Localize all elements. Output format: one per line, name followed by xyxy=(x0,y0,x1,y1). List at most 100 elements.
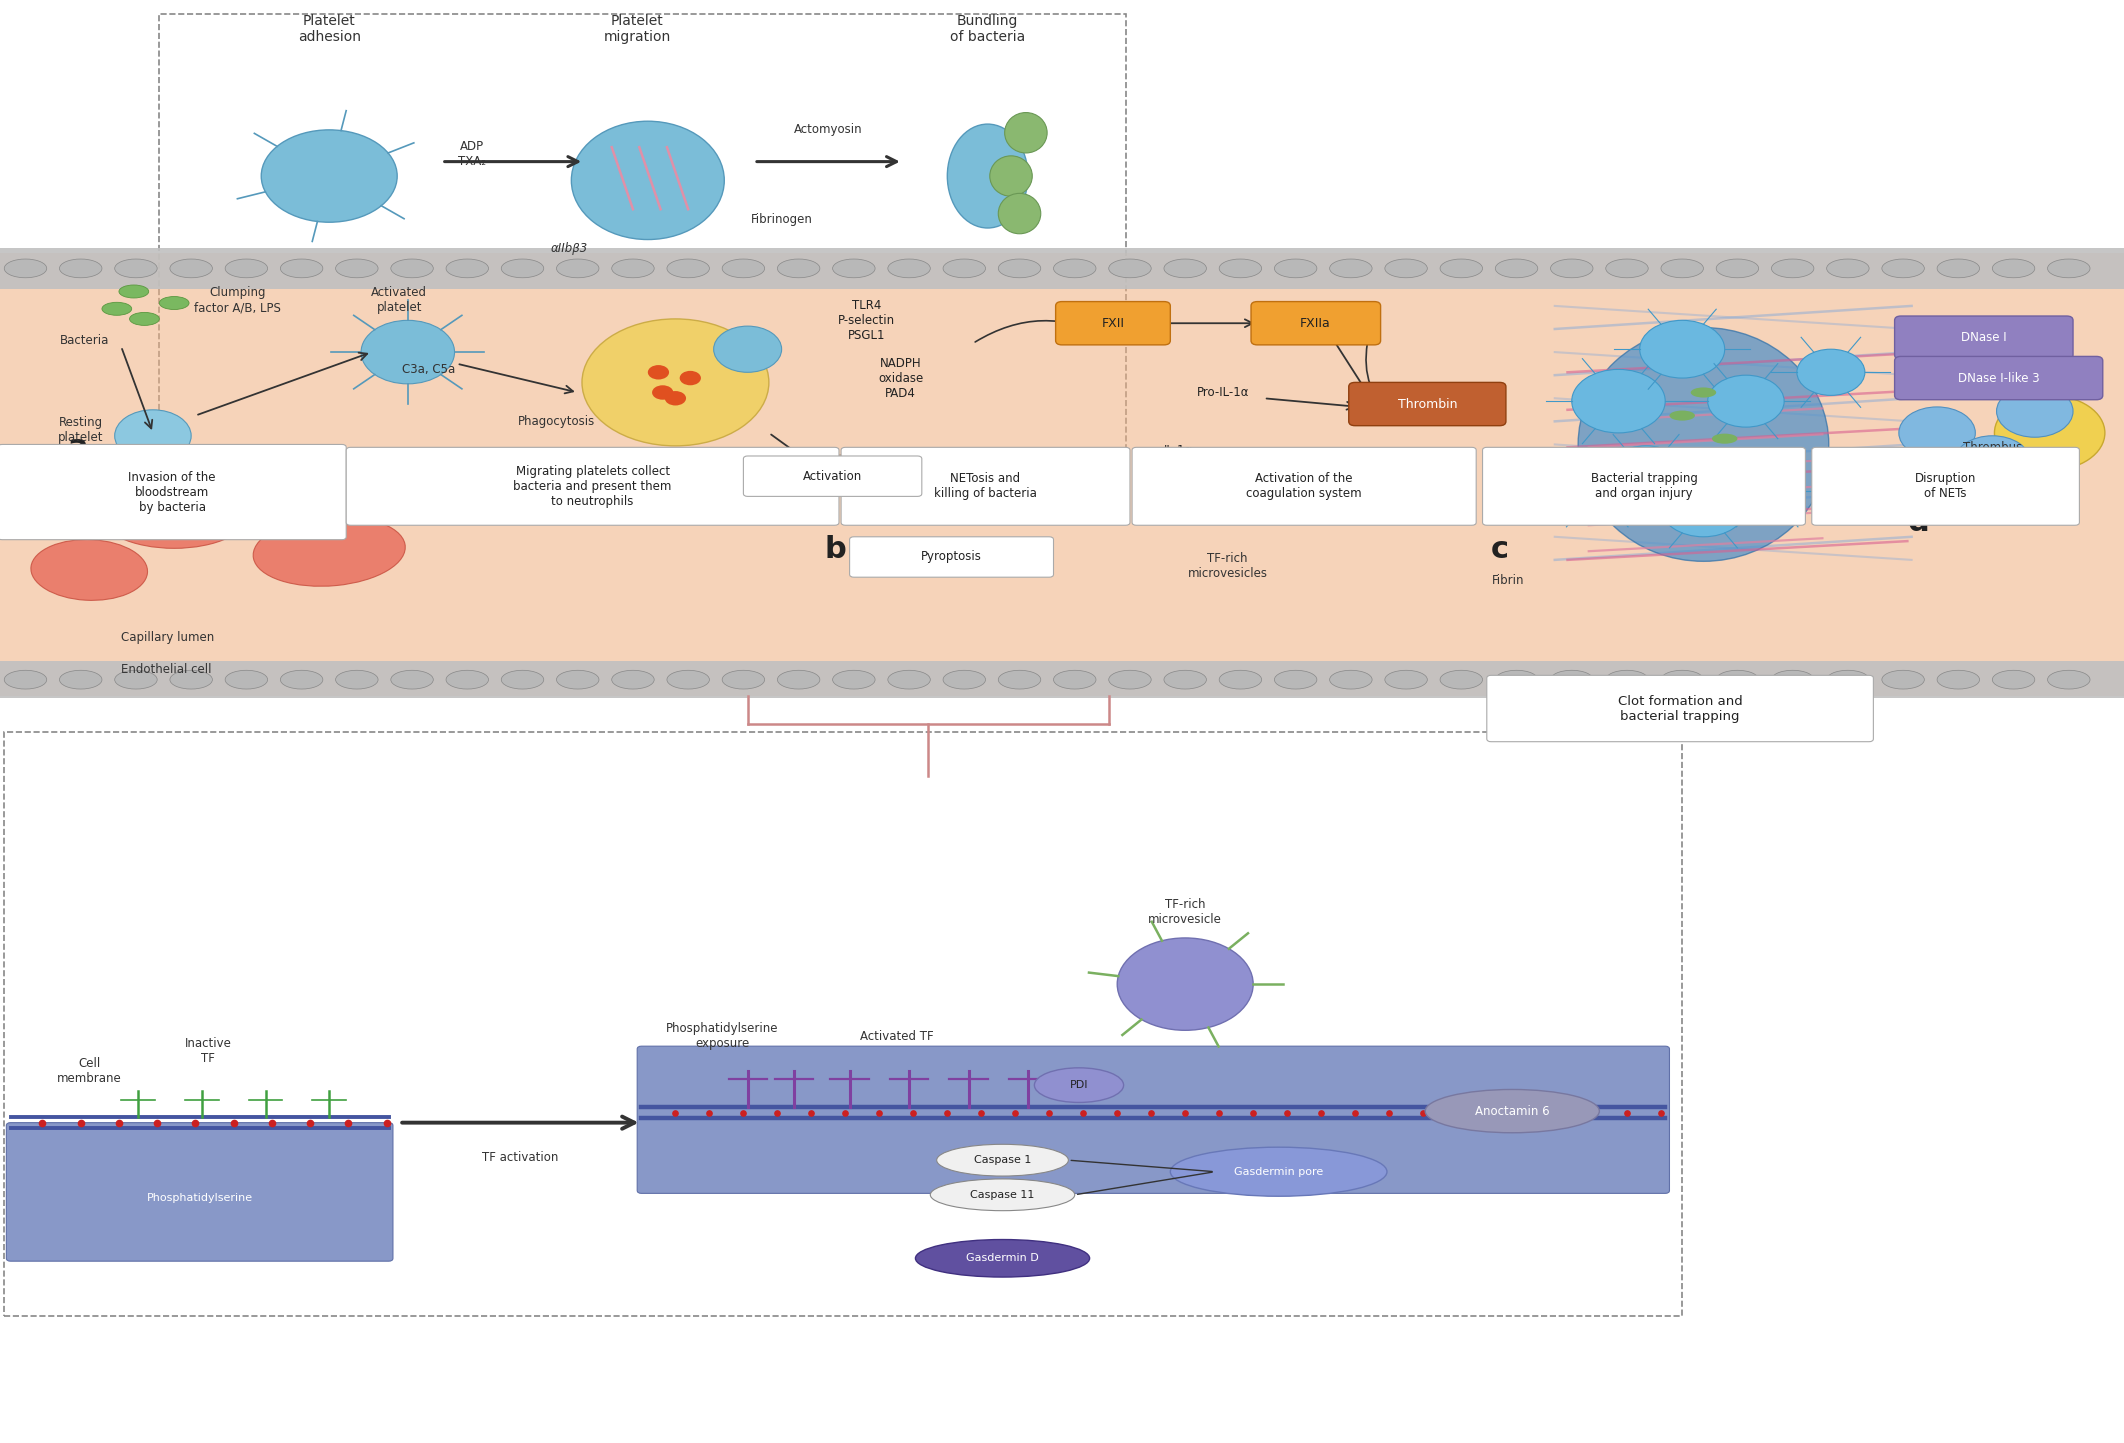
FancyBboxPatch shape xyxy=(1251,302,1381,345)
Ellipse shape xyxy=(1551,260,1593,278)
Ellipse shape xyxy=(990,156,1032,196)
Text: TLR4
P-selectin
PSGL1: TLR4 P-selectin PSGL1 xyxy=(839,299,894,342)
Text: NETosis and
killing of bacteria: NETosis and killing of bacteria xyxy=(935,472,1037,501)
Ellipse shape xyxy=(336,260,378,278)
Ellipse shape xyxy=(1109,670,1151,688)
Ellipse shape xyxy=(1034,1068,1124,1102)
Circle shape xyxy=(1994,395,2105,470)
Text: DNase I-like 3: DNase I-like 3 xyxy=(1958,371,2039,385)
Ellipse shape xyxy=(1937,260,1980,278)
Text: TF-rich
microvesicle: TF-rich microvesicle xyxy=(1149,898,1221,926)
Circle shape xyxy=(1708,375,1784,427)
Ellipse shape xyxy=(722,260,765,278)
Text: Phagocytosis: Phagocytosis xyxy=(518,414,595,429)
Text: Activated TF: Activated TF xyxy=(860,1029,932,1043)
Text: ADP
TXA₂: ADP TXA₂ xyxy=(457,140,486,169)
Text: c: c xyxy=(1491,535,1508,564)
Text: FXIIa: FXIIa xyxy=(1300,316,1330,330)
Ellipse shape xyxy=(833,670,875,688)
Ellipse shape xyxy=(225,670,268,688)
Ellipse shape xyxy=(130,313,159,326)
Ellipse shape xyxy=(1219,260,1262,278)
Text: Fibrin: Fibrin xyxy=(1491,573,1525,587)
Ellipse shape xyxy=(777,260,820,278)
Ellipse shape xyxy=(98,476,251,548)
Circle shape xyxy=(1661,479,1746,537)
Text: Migrating platelets collect
bacteria and present them
to neutrophils: Migrating platelets collect bacteria and… xyxy=(514,465,671,508)
Ellipse shape xyxy=(943,670,986,688)
Ellipse shape xyxy=(102,302,132,315)
Circle shape xyxy=(1640,320,1725,378)
Text: d: d xyxy=(1907,508,1929,537)
Bar xyxy=(4,732,1682,1316)
Ellipse shape xyxy=(1109,260,1151,278)
Ellipse shape xyxy=(1054,670,1096,688)
Circle shape xyxy=(648,365,669,380)
Ellipse shape xyxy=(556,260,599,278)
Text: Platelet
migration: Platelet migration xyxy=(603,14,671,43)
Ellipse shape xyxy=(1882,260,1924,278)
Ellipse shape xyxy=(1882,670,1924,688)
Ellipse shape xyxy=(888,670,930,688)
Ellipse shape xyxy=(2048,670,2090,688)
FancyBboxPatch shape xyxy=(1132,447,1476,525)
Ellipse shape xyxy=(1495,260,1538,278)
Text: Gasdermin pore: Gasdermin pore xyxy=(1234,1167,1323,1176)
Text: Disruption
of NETs: Disruption of NETs xyxy=(1916,472,1975,501)
Text: αIIbβ3: αIIbβ3 xyxy=(550,241,588,255)
Text: Resting
platelet: Resting platelet xyxy=(57,416,104,444)
Ellipse shape xyxy=(501,260,544,278)
Ellipse shape xyxy=(336,670,378,688)
Ellipse shape xyxy=(1771,670,1814,688)
Text: Activation of the
coagulation system: Activation of the coagulation system xyxy=(1247,472,1361,501)
Text: Thrombin: Thrombin xyxy=(1398,397,1457,411)
Ellipse shape xyxy=(1274,260,1317,278)
Ellipse shape xyxy=(1716,670,1759,688)
Circle shape xyxy=(1561,466,1633,515)
Text: NADPH
oxidase
PAD4: NADPH oxidase PAD4 xyxy=(877,356,924,400)
Text: Clumping
factor A/B, LPS: Clumping factor A/B, LPS xyxy=(195,286,280,315)
Circle shape xyxy=(1572,369,1665,433)
Text: FXII: FXII xyxy=(1102,316,1124,330)
Ellipse shape xyxy=(446,260,489,278)
Ellipse shape xyxy=(1661,670,1703,688)
Ellipse shape xyxy=(1005,113,1047,153)
Circle shape xyxy=(1606,446,1686,501)
Ellipse shape xyxy=(1219,670,1262,688)
Text: Fibrinogen: Fibrinogen xyxy=(750,212,813,227)
Text: Activation: Activation xyxy=(803,469,862,483)
FancyBboxPatch shape xyxy=(1483,447,1805,525)
Ellipse shape xyxy=(612,260,654,278)
Circle shape xyxy=(1954,436,2031,488)
FancyBboxPatch shape xyxy=(1056,302,1170,345)
Text: TF-rich
microvesicles: TF-rich microvesicles xyxy=(1187,551,1268,580)
Ellipse shape xyxy=(1330,670,1372,688)
Ellipse shape xyxy=(4,260,47,278)
Ellipse shape xyxy=(1669,410,1695,421)
Ellipse shape xyxy=(1330,260,1372,278)
Ellipse shape xyxy=(571,121,724,240)
Text: Bundling
of bacteria: Bundling of bacteria xyxy=(949,14,1026,43)
Ellipse shape xyxy=(119,284,149,297)
Text: Inactive
TF: Inactive TF xyxy=(185,1036,232,1065)
Ellipse shape xyxy=(998,670,1041,688)
Text: PDI: PDI xyxy=(1070,1081,1087,1089)
Ellipse shape xyxy=(2048,260,2090,278)
Ellipse shape xyxy=(280,260,323,278)
Ellipse shape xyxy=(888,260,930,278)
Ellipse shape xyxy=(1551,670,1593,688)
Ellipse shape xyxy=(1716,260,1759,278)
Text: TF activation: TF activation xyxy=(482,1150,559,1165)
Ellipse shape xyxy=(1440,670,1483,688)
Polygon shape xyxy=(0,253,2124,696)
FancyBboxPatch shape xyxy=(1487,675,1873,742)
Ellipse shape xyxy=(722,670,765,688)
Text: Pro-IL-1α: Pro-IL-1α xyxy=(1198,385,1249,400)
Circle shape xyxy=(1797,349,1865,395)
Text: Anoctamin 6: Anoctamin 6 xyxy=(1474,1104,1551,1118)
Ellipse shape xyxy=(1495,670,1538,688)
Ellipse shape xyxy=(1274,670,1317,688)
FancyBboxPatch shape xyxy=(841,447,1130,525)
Ellipse shape xyxy=(998,193,1041,234)
Ellipse shape xyxy=(1606,260,1648,278)
